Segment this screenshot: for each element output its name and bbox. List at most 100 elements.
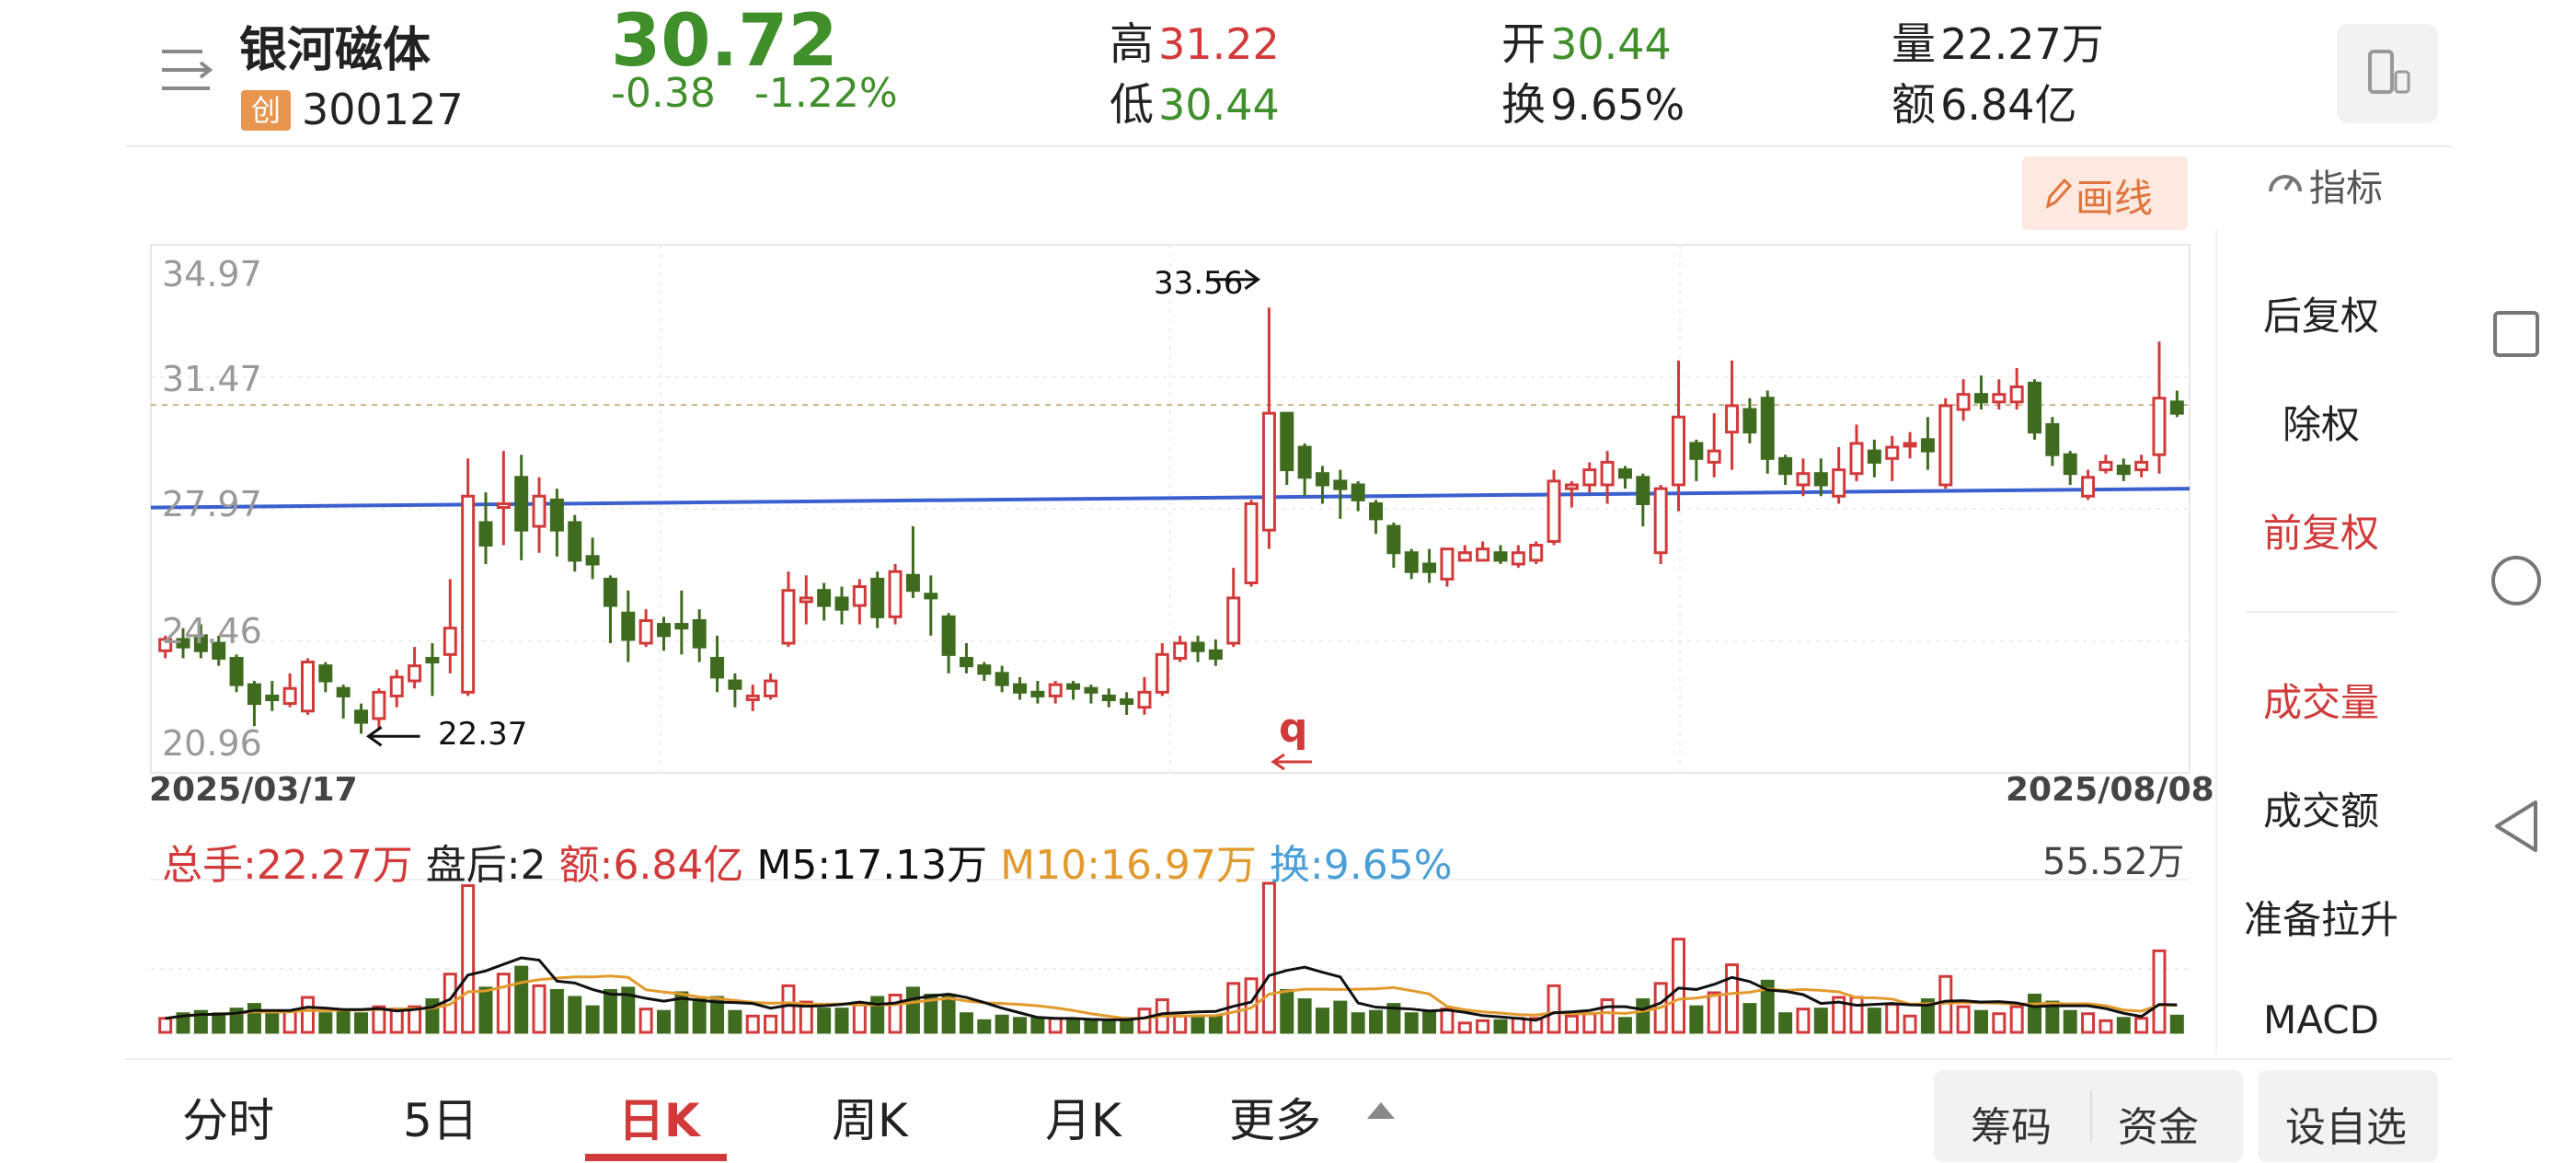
candle-body-62 — [1261, 411, 1276, 532]
landscape-toggle-button[interactable] — [2337, 24, 2438, 123]
volume-bar-65 — [1315, 1008, 1329, 1034]
date-start: 2025/03/17 — [149, 771, 358, 809]
side-item-amount[interactable]: 成交额 — [2262, 789, 2379, 834]
tab-intraday[interactable]: 分时 — [182, 1094, 274, 1147]
candle-body-30 — [692, 618, 707, 649]
quote-open: 开 30.44 — [1501, 7, 1672, 72]
volume-bar-69 — [1386, 1003, 1401, 1034]
candle-body-22 — [549, 498, 564, 532]
volume-bar-10 — [336, 1009, 351, 1034]
quote-high: 高 31.22 — [1110, 7, 1280, 72]
event-marker[interactable]: q — [1279, 705, 1308, 752]
volume-bar-32 — [728, 1009, 742, 1034]
candle-body-11 — [354, 709, 369, 724]
volume-bar-55 — [1137, 1008, 1152, 1034]
candle-body-109 — [2099, 460, 2113, 472]
candle-body-112 — [2152, 397, 2167, 456]
y-tick-4: 24.46 — [162, 611, 262, 651]
volume-bar-68 — [1369, 1009, 1384, 1034]
volume-bar-48 — [1013, 1017, 1028, 1034]
caret-up-icon[interactable] — [1365, 1100, 1397, 1121]
candle-body-44 — [941, 615, 956, 656]
candle-body-61 — [1244, 501, 1259, 585]
volume-bar-103 — [1992, 1012, 2007, 1034]
candle-body-101 — [1956, 393, 1971, 411]
tab-weekly-k[interactable]: 周K — [832, 1094, 908, 1147]
candle-body-28 — [657, 623, 671, 638]
amount-value: 6.84亿 — [1940, 80, 2077, 130]
tab-more[interactable]: 更多 — [1229, 1094, 1321, 1147]
add-watchlist-button[interactable]: 设自选 — [2258, 1070, 2438, 1162]
candle-body-83 — [1636, 476, 1650, 505]
candle-body-7 — [282, 686, 297, 706]
candle-body-0 — [158, 638, 173, 652]
candle-body-70 — [1404, 551, 1419, 573]
side-item-macd[interactable]: MACD — [2263, 997, 2379, 1042]
candle-body-108 — [2081, 476, 2096, 498]
volume-bar-70 — [1404, 1012, 1419, 1034]
volume-bar-76 — [1511, 1017, 1525, 1034]
y-tick-bottom: 20.96 — [162, 723, 262, 764]
volume-bar-35 — [781, 984, 796, 1034]
candle-body-110 — [2116, 464, 2131, 476]
side-panel: 后复权 除权 前复权 成交量 成交额 准备拉升 MACD — [2215, 230, 2425, 1054]
high-label: 高 — [1110, 18, 1155, 70]
annotation-low-arrowhead — [365, 726, 383, 747]
candle-body-103 — [1992, 393, 2007, 404]
side-item-ex-rights[interactable]: 除权 — [2282, 402, 2360, 447]
side-divider — [2245, 611, 2398, 613]
candle-body-23 — [568, 521, 582, 562]
menu-icon[interactable] — [158, 44, 213, 96]
volume-bar-97 — [1885, 1003, 1900, 1034]
candle-body-6 — [265, 694, 280, 702]
turnover-label: 换 — [1501, 79, 1547, 131]
home-icon[interactable] — [2490, 554, 2543, 607]
draw-line-button[interactable]: 画线 — [2022, 156, 2188, 230]
volume-bar-105 — [2028, 994, 2042, 1034]
side-item-ready-rise[interactable]: 准备拉升 — [2243, 897, 2398, 942]
volume-bar-101 — [1956, 1005, 1971, 1034]
volume-bar-46 — [977, 1019, 992, 1034]
candle-body-91 — [1778, 456, 1793, 476]
annotation-high: 33.56 — [1154, 265, 1244, 302]
candle-body-42 — [905, 573, 920, 593]
volume-amount: 额:6.84亿 — [558, 842, 744, 889]
volume-bar-95 — [1849, 996, 1864, 1034]
candle-body-66 — [1333, 479, 1348, 490]
volume-bar-109 — [2099, 1019, 2113, 1034]
candle-body-45 — [959, 656, 973, 668]
system-nav-bar — [2456, 0, 2576, 1163]
volume-bar-41 — [888, 994, 903, 1034]
recents-icon[interactable] — [2491, 309, 2541, 359]
candle-body-106 — [2045, 422, 2060, 456]
volume-m10: M10:16.97万 — [1000, 842, 1257, 889]
volume-after-hours: 盘后:2 — [425, 842, 546, 889]
kline-chart[interactable] — [0, 0, 2208, 1067]
back-icon[interactable] — [2491, 799, 2541, 854]
volume-ma10-line — [165, 974, 2178, 1020]
candle-body-12 — [372, 690, 386, 720]
volume-bar-4 — [229, 1008, 244, 1034]
volume-bar-89 — [1742, 1003, 1757, 1034]
funds-button[interactable]: 资金 — [2118, 1104, 2199, 1151]
candle-body-102 — [1973, 393, 1988, 404]
tab-5day[interactable]: 5日 — [403, 1094, 478, 1147]
volume-bar-74 — [1476, 1019, 1490, 1034]
candle-body-80 — [1582, 468, 1597, 487]
tab-monthly-k[interactable]: 月K — [1045, 1094, 1121, 1147]
side-item-forward-adjusted[interactable]: 前复权 — [2262, 511, 2379, 556]
chips-button[interactable]: 筹码 — [1971, 1104, 2052, 1151]
tab-daily-k[interactable]: 日K — [618, 1094, 700, 1147]
side-item-volume[interactable]: 成交量 — [2262, 680, 2379, 725]
candle-body-2 — [193, 634, 208, 652]
candle-body-31 — [710, 656, 725, 679]
volume-bar-51 — [1066, 1019, 1081, 1034]
volume-bar-94 — [1832, 996, 1846, 1034]
volume-bar-21 — [532, 984, 546, 1034]
side-item-back-adjusted[interactable]: 后复权 — [2262, 294, 2379, 339]
candle-body-71 — [1422, 562, 1437, 573]
candle-body-87 — [1707, 449, 1721, 464]
draw-line-label: 画线 — [2076, 176, 2154, 221]
quote-low: 低 30.44 — [1110, 68, 1280, 132]
volume-bar-96 — [1867, 1008, 1881, 1034]
